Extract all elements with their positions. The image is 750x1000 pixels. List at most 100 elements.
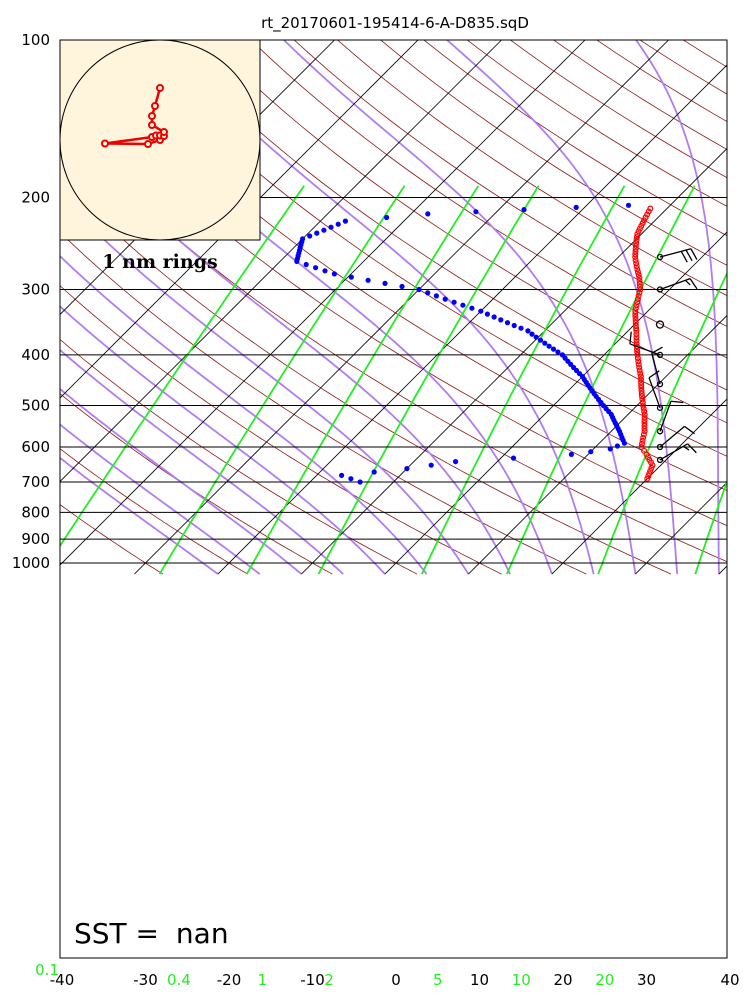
temperature-tick-label: -20 (217, 971, 242, 989)
dewpoint-point (529, 331, 535, 337)
dewpoint-point (348, 274, 354, 280)
temperature-point (638, 379, 645, 386)
dewpoint-point (328, 224, 334, 230)
mixing-ratio-line (506, 185, 696, 575)
isotherm (217, 64, 727, 575)
temperature-point (641, 422, 648, 429)
temperature-point (632, 305, 639, 312)
dewpoint-point (546, 343, 552, 349)
isotherm (60, 40, 586, 566)
temperature-point (638, 382, 645, 389)
temperature-point (637, 370, 644, 377)
temperature-point (632, 254, 639, 261)
pressure-tick-label: 200 (21, 188, 50, 206)
temperature-point (647, 205, 654, 212)
temperature-axis-labels: -40 -30 -20 -10 0 10 20 30 40 (50, 971, 740, 989)
dewpoint-point (491, 314, 497, 320)
hodograph-inset (59, 39, 261, 241)
dewpoint-point (460, 302, 466, 308)
temperature-tick-label: 40 (720, 971, 739, 989)
mixing-ratio-label: 0.4 (167, 971, 191, 989)
wind-barb (656, 400, 684, 435)
dewpoint-point (433, 293, 439, 299)
pressure-tick-label: 900 (21, 530, 50, 548)
temperature-point (632, 319, 639, 326)
dewpoint-point (451, 299, 457, 305)
mixing-ratio-labels: 0.1 0.4 1 2 5 10 20 (35, 961, 614, 989)
dry-adiabat (60, 231, 587, 575)
temperature-point (636, 364, 643, 371)
temperature-point (640, 431, 647, 438)
temperature-point (635, 272, 642, 279)
temperature-point (633, 240, 640, 247)
temperature-point (638, 390, 645, 397)
barb-staff (659, 248, 692, 258)
dewpoint-point (425, 211, 431, 217)
temperature-tick-label: 20 (553, 971, 572, 989)
temperature-point (632, 322, 639, 329)
mixing-ratio-label: 2 (324, 971, 334, 989)
pressure-tick-label: 300 (21, 281, 50, 299)
moist-adiabat (634, 40, 720, 575)
pressure-tick-label: 800 (21, 503, 50, 521)
temperature-point (636, 280, 643, 287)
hodograph-point (160, 128, 168, 136)
temperature-point (634, 299, 641, 306)
temperature-point (633, 260, 640, 267)
mixing-ratio-line (694, 479, 727, 575)
temperature-point (632, 245, 639, 252)
hodograph-point (156, 84, 164, 92)
wind-barbs (629, 248, 698, 464)
moist-adiabat (67, 40, 553, 575)
dewpoint-point (404, 466, 410, 472)
moist-adiabat (60, 305, 386, 575)
mixing-ratio-label: 5 (433, 971, 443, 989)
barb-station (656, 428, 664, 435)
temperature-point (639, 399, 646, 406)
isotherm (468, 314, 727, 575)
calm-wind-marker (655, 320, 665, 329)
barb-feather (670, 400, 684, 404)
pressure-tick-label: 700 (21, 473, 50, 491)
temperature-point (644, 211, 651, 218)
dewpoint-point (533, 334, 539, 340)
temperature-tick-label: 30 (637, 971, 656, 989)
temperature-point (641, 414, 648, 421)
dewpoint-point (625, 202, 632, 208)
wind-barb (651, 346, 664, 388)
barb-staff (651, 353, 661, 385)
temperature-point (638, 440, 645, 447)
wind-barb (648, 370, 664, 411)
moist-adiabat (282, 40, 637, 575)
hodograph-trace (101, 84, 168, 148)
temperature-point (635, 361, 642, 368)
temperature-point (632, 314, 639, 321)
moist-adiabat (60, 195, 470, 575)
dewpoint-point (511, 322, 517, 329)
temperature-point (645, 208, 652, 215)
dewpoint-point (607, 446, 613, 452)
temperature-point (638, 393, 645, 400)
temperature-point (633, 334, 640, 341)
dewpoint-point (573, 204, 579, 210)
barb-feather (684, 425, 695, 435)
dewpoint-point (365, 277, 371, 283)
temperature-point (632, 251, 639, 258)
dewpoint-point (428, 462, 434, 468)
temperature-tick-label: -10 (300, 971, 325, 989)
temperature-point (647, 467, 654, 474)
temperature-point (632, 242, 639, 249)
temperature-point (634, 266, 641, 273)
temperature-point (633, 325, 640, 332)
hodograph-point (151, 102, 159, 110)
barb-station (656, 443, 664, 451)
barb-station (656, 351, 664, 359)
dewpoint-point (335, 221, 341, 227)
dewpoint-point (371, 469, 377, 475)
dewpoint-point (521, 207, 527, 213)
dewpoint-point (314, 230, 320, 236)
wind-barb (656, 277, 698, 293)
dewpoint-point (453, 459, 459, 465)
dewpoint-point (542, 340, 548, 346)
temperature-point (641, 428, 648, 435)
